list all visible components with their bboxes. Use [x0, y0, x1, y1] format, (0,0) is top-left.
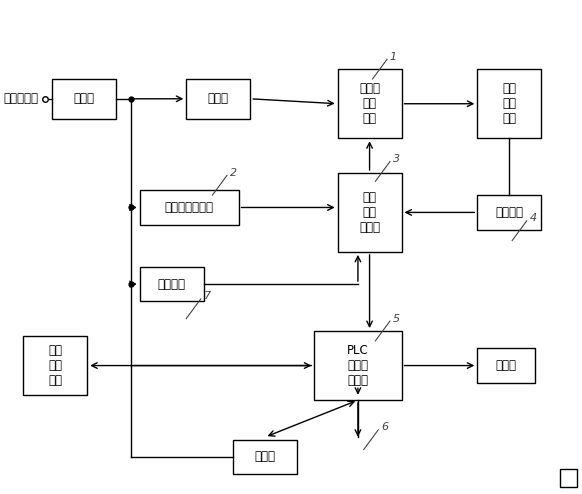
Text: 三相电输入: 三相电输入 — [3, 92, 38, 105]
Text: 变压器: 变压器 — [208, 92, 229, 105]
Bar — [140, 267, 204, 301]
Bar — [560, 469, 577, 487]
Text: 反馈电路: 反馈电路 — [495, 206, 523, 219]
Text: 1: 1 — [390, 52, 397, 62]
Bar — [186, 79, 250, 119]
Text: 辅助电源: 辅助电源 — [158, 278, 186, 290]
Bar — [52, 79, 116, 119]
Text: 4: 4 — [530, 213, 537, 223]
Bar — [23, 336, 87, 395]
Text: 3: 3 — [393, 154, 400, 164]
Bar — [477, 69, 541, 138]
Text: 报警器: 报警器 — [496, 359, 517, 372]
Text: 低温
镀铁
负载: 低温 镀铁 负载 — [502, 82, 516, 125]
Text: 可控硅
整流
电路: 可控硅 整流 电路 — [359, 82, 380, 125]
Bar — [477, 195, 541, 230]
Text: 6: 6 — [381, 422, 388, 432]
Text: PLC
可编程
控制器: PLC 可编程 控制器 — [347, 344, 369, 387]
Text: 7: 7 — [204, 291, 211, 301]
Text: 脉冲
信号
发生器: 脉冲 信号 发生器 — [359, 191, 380, 234]
Bar — [477, 348, 535, 383]
Text: 继电器: 继电器 — [74, 92, 95, 105]
Bar — [338, 173, 402, 252]
Text: 同步信号发生器: 同步信号发生器 — [165, 201, 214, 214]
Bar — [314, 331, 402, 400]
Bar — [338, 69, 402, 138]
Bar — [140, 190, 239, 225]
Text: 2: 2 — [230, 168, 237, 178]
Text: 5: 5 — [393, 314, 400, 324]
Bar — [233, 440, 297, 474]
Text: 远程
监控
终端: 远程 监控 终端 — [48, 344, 62, 387]
Text: 触摸屏: 触摸屏 — [254, 451, 275, 463]
